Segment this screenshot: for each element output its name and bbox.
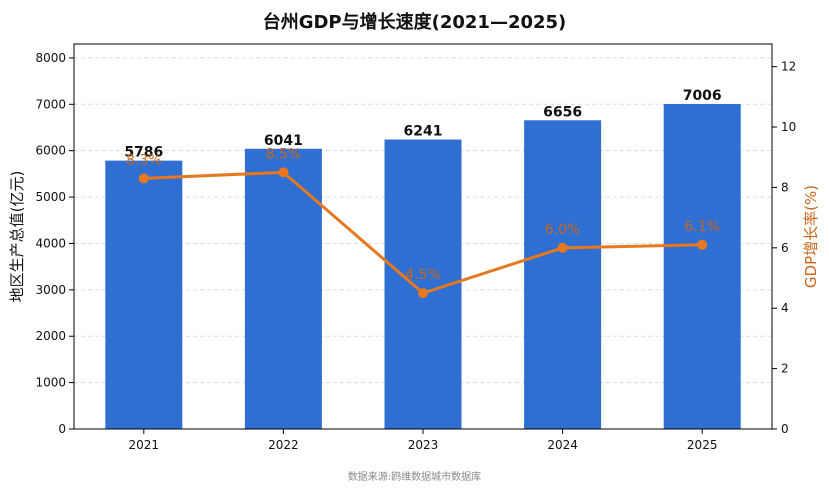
right-axis-tick-label: 10 — [781, 120, 796, 134]
chart-title: 台州GDP与增长速度(2021—2025) — [262, 12, 567, 33]
data-source-note: 数据来源:鸥维数据城市数据库 — [347, 472, 482, 483]
bar-value-label: 6041 — [264, 133, 303, 149]
growth-point-2023 — [418, 288, 428, 299]
right-axis-tick-label: 0 — [781, 422, 789, 436]
growth-point-2021 — [138, 173, 149, 184]
growth-point-2022 — [278, 167, 289, 178]
bar-2021 — [105, 160, 183, 429]
growth-value-label: 8.3% — [126, 152, 162, 168]
bar-2025 — [663, 104, 741, 429]
growth-value-label: 8.5% — [266, 146, 302, 162]
growth-point-2024 — [557, 242, 568, 253]
growth-value-label: 6.0% — [545, 222, 581, 238]
bar-value-label: 6241 — [404, 124, 443, 140]
x-axis-tick-label: 2023 — [408, 438, 439, 452]
left-axis-title: 地区生产总值(亿元) — [8, 171, 26, 303]
growth-value-label: 4.5% — [405, 267, 441, 283]
left-axis-tick-label: 6000 — [35, 144, 66, 158]
x-axis-tick-label: 2022 — [268, 438, 299, 452]
left-axis-tick-label: 2000 — [35, 329, 66, 343]
x-axis-tick-label: 2024 — [547, 438, 578, 452]
right-axis-tick-label: 8 — [781, 180, 789, 194]
left-axis-tick-label: 0 — [58, 422, 66, 436]
left-axis-tick-label: 4000 — [35, 236, 66, 250]
bar-value-label: 5786 — [124, 145, 163, 161]
growth-value-label: 6.1% — [684, 219, 720, 235]
right-axis-tick-label: 2 — [781, 362, 789, 376]
right-axis-title: GDP增长率(%) — [802, 185, 820, 288]
bar-2022 — [244, 148, 322, 429]
right-axis-tick-label: 12 — [781, 60, 796, 74]
left-axis-tick-label: 7000 — [35, 97, 66, 111]
x-axis-tick-label: 2025 — [687, 438, 718, 452]
bar-value-label: 7006 — [683, 88, 722, 104]
left-axis-tick-label: 3000 — [35, 283, 66, 297]
bar-2024 — [524, 120, 602, 430]
x-axis-tick-label: 2021 — [129, 438, 160, 452]
growth-point-2025 — [697, 239, 708, 250]
bar-value-label: 6656 — [543, 104, 582, 120]
left-axis-tick-label: 5000 — [35, 190, 66, 204]
right-axis-tick-label: 4 — [781, 301, 789, 315]
left-axis-tick-label: 8000 — [35, 51, 66, 65]
left-axis-tick-label: 1000 — [35, 376, 66, 390]
right-axis-tick-label: 6 — [781, 241, 789, 255]
